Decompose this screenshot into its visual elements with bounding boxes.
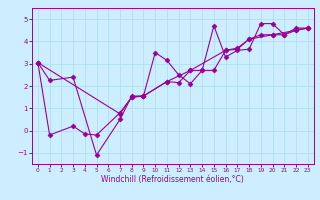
X-axis label: Windchill (Refroidissement éolien,°C): Windchill (Refroidissement éolien,°C) [101, 175, 244, 184]
